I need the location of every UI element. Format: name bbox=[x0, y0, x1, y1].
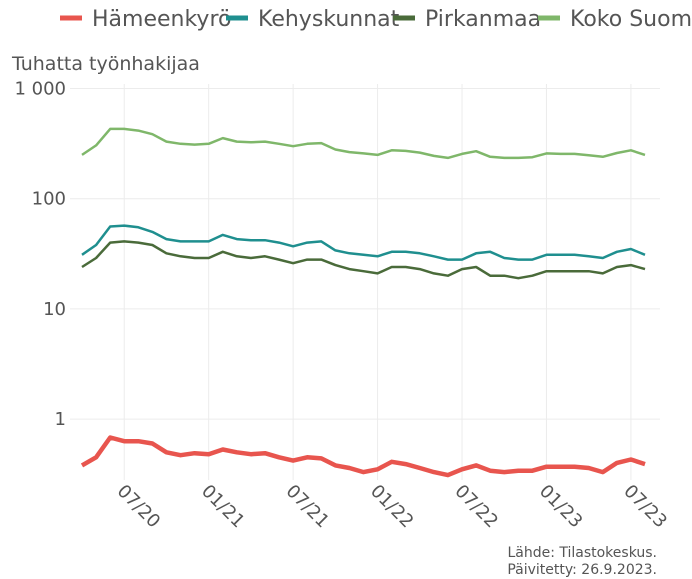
updated: Päivitetty: 26.9.2023. bbox=[507, 562, 657, 578]
legend-label: Kehyskunnat bbox=[258, 7, 400, 32]
x-tick-label: 07/20 bbox=[113, 481, 165, 533]
y-tick-label: 1 000 bbox=[14, 79, 66, 100]
y-tick-label: 1 bbox=[55, 409, 66, 430]
y-axis-title: Tuhatta työnhakijaa bbox=[11, 53, 200, 75]
series-line bbox=[80, 435, 646, 478]
series-line bbox=[81, 224, 646, 261]
series-line bbox=[81, 127, 646, 160]
source: Lähde: Tilastokeskus. bbox=[507, 545, 657, 561]
x-tick-label: 01/23 bbox=[535, 481, 587, 533]
x-tick-label: 07/22 bbox=[450, 481, 502, 533]
y-tick-label: 100 bbox=[32, 189, 66, 210]
legend-label: Pirkanmaa bbox=[425, 7, 541, 32]
series-line bbox=[81, 240, 646, 280]
x-tick-label: 01/21 bbox=[197, 481, 249, 533]
x-tick-label: 07/21 bbox=[282, 481, 334, 533]
x-tick-label: 01/22 bbox=[366, 481, 418, 533]
x-tick-label: 07/23 bbox=[619, 481, 671, 533]
legend-label: Koko Suomi bbox=[570, 7, 692, 32]
legend-label: Hämeenkyrö bbox=[92, 7, 231, 32]
y-tick-label: 10 bbox=[43, 299, 66, 320]
